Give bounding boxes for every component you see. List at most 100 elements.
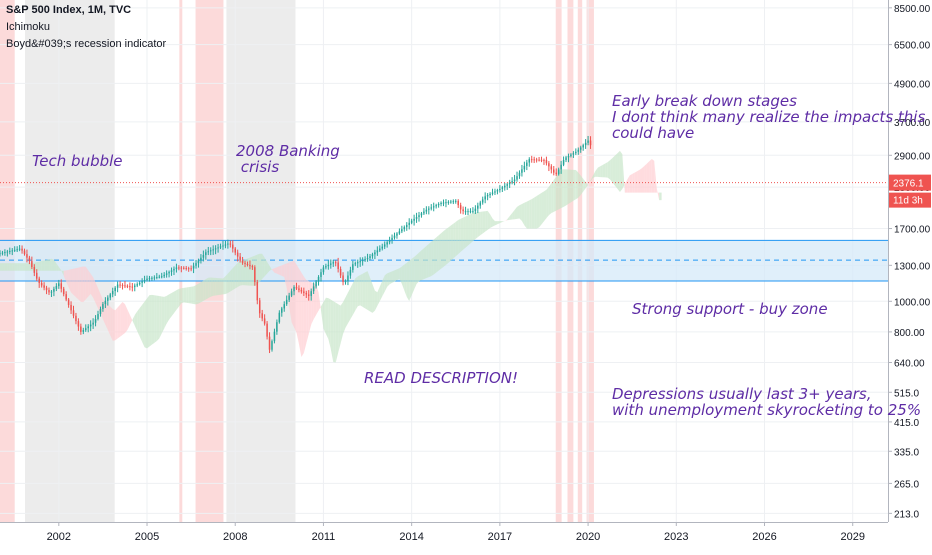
ichimoku-cloud-segment [507, 216, 510, 221]
candle-body [315, 281, 317, 287]
ichimoku-cloud-segment [468, 214, 471, 246]
candle-body [405, 224, 408, 228]
ichimoku-cloud-segment [411, 256, 415, 296]
ichimoku-cloud-segment [458, 218, 461, 255]
ichimoku-cloud-segment [124, 304, 128, 334]
ichimoku-cloud-segment [509, 213, 513, 220]
candle-body [533, 159, 535, 161]
candle-body [535, 159, 538, 161]
candle-body [246, 263, 249, 266]
ichimoku-cloud-segment [477, 211, 481, 238]
candle-body [320, 272, 322, 277]
ichimoku-cloud-segment [343, 297, 346, 335]
candle-body [18, 248, 21, 250]
candle-body [538, 159, 540, 161]
ichimoku-cloud-segment [416, 252, 420, 285]
candle-body [425, 209, 428, 212]
ichimoku-cloud-segment [281, 264, 285, 277]
ichimoku-cloud-segment [235, 262, 238, 289]
candle-body [548, 163, 550, 167]
candle-body [229, 243, 232, 245]
ichimoku-cloud-segment [159, 296, 162, 339]
ichimoku-cloud-segment [605, 162, 608, 178]
candle-body [550, 166, 553, 170]
candle-body [23, 250, 26, 255]
ichimoku-cloud-segment [193, 285, 197, 305]
ichimoku-cloud-segment [294, 260, 297, 333]
candle-body [107, 297, 109, 301]
candle-body [508, 182, 511, 185]
candle-body [160, 276, 163, 278]
ichimoku-cloud-segment [448, 225, 451, 263]
candle-body [16, 249, 18, 251]
candle-body [31, 261, 33, 267]
candle-body [553, 169, 555, 173]
candle-body [484, 196, 486, 200]
indicator-recession-label[interactable]: Boyd&#039;s recession indicator [6, 38, 167, 50]
candle-body [307, 294, 310, 296]
ichimoku-cloud-segment [196, 283, 199, 305]
ichimoku-cloud-segment [276, 266, 280, 275]
candle-body [249, 265, 251, 267]
candle-body [94, 318, 97, 323]
candle-body [496, 190, 499, 192]
candle-body [366, 258, 369, 260]
candle-body [232, 244, 234, 249]
chart-symbol-title[interactable]: S&P 500 Index, 1M, TVC [6, 4, 132, 16]
ichimoku-cloud-segment [289, 261, 292, 323]
candle-body [410, 220, 413, 223]
ichimoku-cloud-segment [63, 270, 67, 282]
candle-body [374, 252, 376, 255]
candle-body [114, 287, 116, 292]
ichimoku-cloud-segment [154, 295, 157, 343]
ichimoku-cloud-segment [553, 176, 557, 212]
ichimoku-cloud-segment [497, 221, 500, 225]
candle-body [104, 300, 107, 305]
candle-body [530, 159, 533, 161]
candle-body [356, 262, 359, 264]
ichimoku-cloud-segment [563, 169, 567, 207]
y-tick-label: 3700.00 [894, 118, 931, 129]
ichimoku-cloud-segment [44, 259, 47, 271]
ichimoku-cloud-segment [629, 174, 633, 193]
ichimoku-cloud-segment [117, 304, 121, 339]
y-tick-label: 640.00 [894, 358, 925, 369]
ichimoku-cloud-segment [338, 304, 341, 353]
ichimoku-cloud-segment [570, 169, 574, 203]
candle-body [369, 256, 371, 259]
ichimoku-cloud-segment [541, 191, 544, 225]
candle-body [165, 273, 168, 275]
ichimoku-cloud-segment [536, 194, 540, 229]
candle-body [222, 245, 224, 247]
ichimoku-cloud-segment [95, 282, 99, 309]
ichimoku-cloud-segment [169, 293, 172, 320]
ichimoku-cloud-segment [379, 280, 383, 302]
candle-body [197, 260, 200, 264]
candle-body [501, 187, 504, 189]
ichimoku-cloud-segment [396, 268, 400, 281]
ichimoku-cloud-segment [365, 271, 368, 310]
candle-body [477, 205, 479, 209]
candle-body [62, 288, 65, 295]
ichimoku-cloud-segment [426, 243, 429, 279]
ichimoku-cloud-segment [534, 196, 537, 229]
candle-body [6, 251, 9, 253]
candle-body [381, 246, 384, 249]
ichimoku-cloud-segment [561, 169, 564, 209]
ichimoku-cloud-segment [71, 268, 74, 295]
ichimoku-cloud-segment [531, 197, 535, 229]
ichimoku-cloud-segment [198, 282, 201, 304]
ichimoku-cloud-segment [367, 271, 370, 312]
candle-body [401, 229, 403, 232]
candle-body [371, 254, 374, 257]
y-tick-label: 1000.00 [894, 297, 931, 308]
x-tick-label: 2029 [840, 531, 864, 543]
indicator-ichimoku-label[interactable]: Ichimoku [6, 21, 51, 33]
candle-body [190, 268, 192, 270]
ichimoku-cloud-segment [39, 261, 42, 271]
x-tick-label: 2020 [576, 531, 600, 543]
candle-body [354, 263, 357, 265]
candle-body [256, 282, 259, 301]
ichimoku-cloud-segment [583, 178, 586, 192]
